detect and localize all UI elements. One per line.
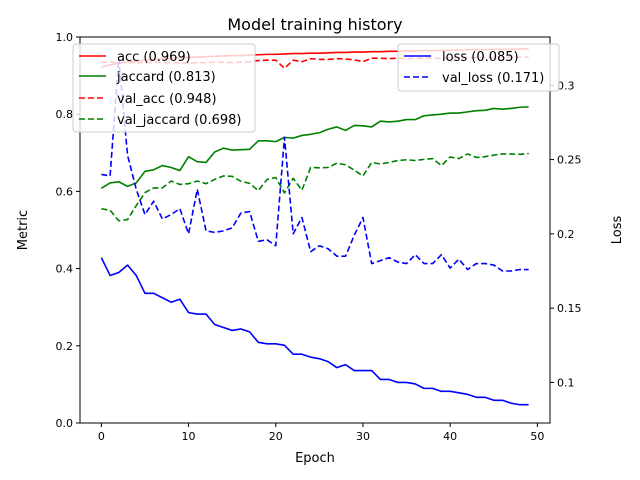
legend-jaccard-label: jaccard (0.813) <box>116 70 216 85</box>
left-axis-ticks: 0.0 0.2 0.4 0.6 0.8 1.0 <box>56 31 80 430</box>
x-tick-label: 30 <box>356 430 370 443</box>
left-tick-label: 0.0 <box>56 417 74 430</box>
x-tick-label: 0 <box>98 430 105 443</box>
plot-frame <box>79 36 551 424</box>
right-tick-label: 0.2 <box>557 228 575 241</box>
series-line-jaccard <box>100 106 529 189</box>
right-tick-label: 0.3 <box>557 79 575 92</box>
legend-right-box <box>397 43 560 92</box>
series-line-val-jaccard <box>101 152 529 222</box>
right-tick-label: 0.15 <box>557 302 582 315</box>
right-tick-label: 0.1 <box>557 376 575 389</box>
x-axis-label: Epoch <box>295 451 335 466</box>
series-line-loss <box>100 257 529 406</box>
legend-right: loss (0.085) val_loss (0.171) <box>397 43 560 92</box>
x-tick-label: 20 <box>269 430 283 443</box>
legend-val-loss-label: val_loss (0.171) <box>442 71 544 86</box>
legend-acc-label: acc (0.969) <box>117 50 191 65</box>
legend-val-jaccard-label: val_jaccard (0.698) <box>117 113 241 128</box>
x-tick-label: 40 <box>443 430 457 443</box>
left-tick-label: 0.6 <box>56 185 74 198</box>
legend-loss-label: loss (0.085) <box>442 50 519 65</box>
legend-left-box <box>72 43 256 133</box>
chart-title: Model training history <box>227 15 402 34</box>
x-axis-ticks: 0 10 20 30 40 50 <box>98 423 544 443</box>
legend-val-acc-label: val_acc (0.948) <box>117 92 217 107</box>
left-y-axis-label: Metric <box>16 210 31 250</box>
right-y-axis-label: Loss <box>610 216 625 245</box>
legend-left: acc (0.969) jaccard (0.813) val_acc (0.9… <box>72 43 256 133</box>
x-tick-label: 10 <box>182 430 196 443</box>
left-tick-label: 0.4 <box>56 263 74 276</box>
series-line-val-loss <box>101 57 529 272</box>
left-tick-label: 1.0 <box>56 31 74 44</box>
right-tick-label: 0.25 <box>557 154 582 167</box>
right-axis-ticks: 0.1 0.15 0.2 0.25 0.3 <box>550 79 582 389</box>
x-tick-label: 50 <box>530 430 544 443</box>
left-tick-label: 0.2 <box>56 340 74 353</box>
left-tick-label: 0.8 <box>56 108 74 121</box>
